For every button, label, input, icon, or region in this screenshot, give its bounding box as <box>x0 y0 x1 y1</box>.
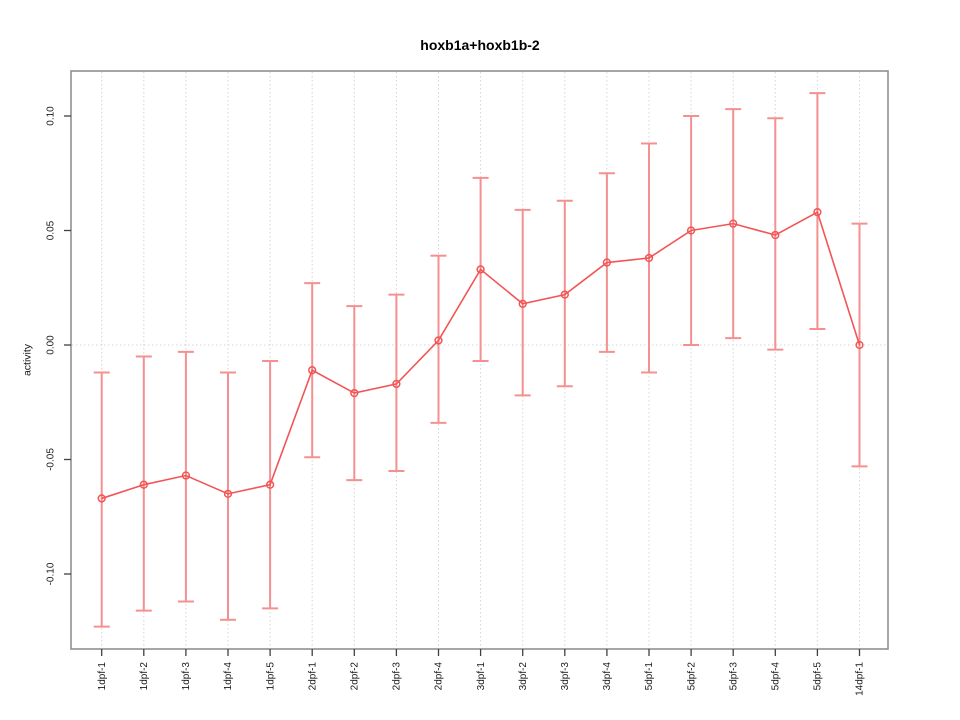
data-point <box>518 299 527 308</box>
data-point <box>308 366 317 375</box>
x-tick-label: 5dpf-4 <box>771 662 782 691</box>
x-tick-label: 5dpf-2 <box>686 662 697 691</box>
x-tick-label: 5dpf-3 <box>728 662 739 691</box>
data-point <box>181 471 191 480</box>
data-point <box>223 489 233 499</box>
data-point <box>434 336 443 345</box>
x-tick-label: 2dpf-3 <box>392 662 403 691</box>
data-point <box>392 379 401 389</box>
data-point <box>771 230 780 240</box>
y-tick-label: -0.10 <box>46 562 57 585</box>
x-tick-label: 1dpf-2 <box>139 662 150 691</box>
x-tick-label: 5dpf-5 <box>813 662 824 691</box>
y-tick-label: -0.05 <box>46 448 57 471</box>
x-tick-label: 3dpf-1 <box>476 662 487 691</box>
y-tick-label: 0.10 <box>46 106 57 126</box>
x-tick-label: 14dpf-1 <box>855 662 866 696</box>
chart-title: hoxb1a+hoxb1b-2 <box>420 37 540 53</box>
y-axis-label: activity <box>22 343 34 376</box>
data-point <box>476 265 485 274</box>
plot-border <box>70 70 889 650</box>
series-line <box>101 211 861 500</box>
x-tick-label: 2dpf-4 <box>434 662 445 691</box>
data-point <box>686 226 696 235</box>
y-tick-label: 0.05 <box>46 220 57 240</box>
data-point <box>265 480 275 489</box>
x-tick-label: 1dpf-5 <box>265 662 276 691</box>
x-tick-label: 1dpf-3 <box>181 662 192 691</box>
x-tick-label: 2dpf-1 <box>307 662 318 691</box>
data-point <box>813 208 822 217</box>
x-tick-label: 2dpf-2 <box>350 662 361 691</box>
data-point <box>560 290 569 299</box>
y-tick-label: 0.00 <box>46 335 57 355</box>
data-point <box>602 258 612 267</box>
x-tick-label: 3dpf-2 <box>518 662 529 691</box>
x-tick-label: 3dpf-4 <box>602 662 613 691</box>
x-tick-label: 1dpf-4 <box>223 662 234 691</box>
data-point <box>350 388 359 398</box>
data-point <box>644 253 654 263</box>
data-point <box>139 480 148 489</box>
x-tick-label: 5dpf-1 <box>644 662 655 691</box>
data-point <box>855 340 864 350</box>
data-point <box>97 494 106 503</box>
x-tick-label: 3dpf-3 <box>560 662 571 691</box>
data-point <box>729 219 738 228</box>
x-tick-label: 1dpf-1 <box>97 662 108 691</box>
plot-area: 0.10 0.05 0.00 -0.05 -0.10 1dpf-1 1dpf-2 1dpf-3… <box>46 70 889 696</box>
